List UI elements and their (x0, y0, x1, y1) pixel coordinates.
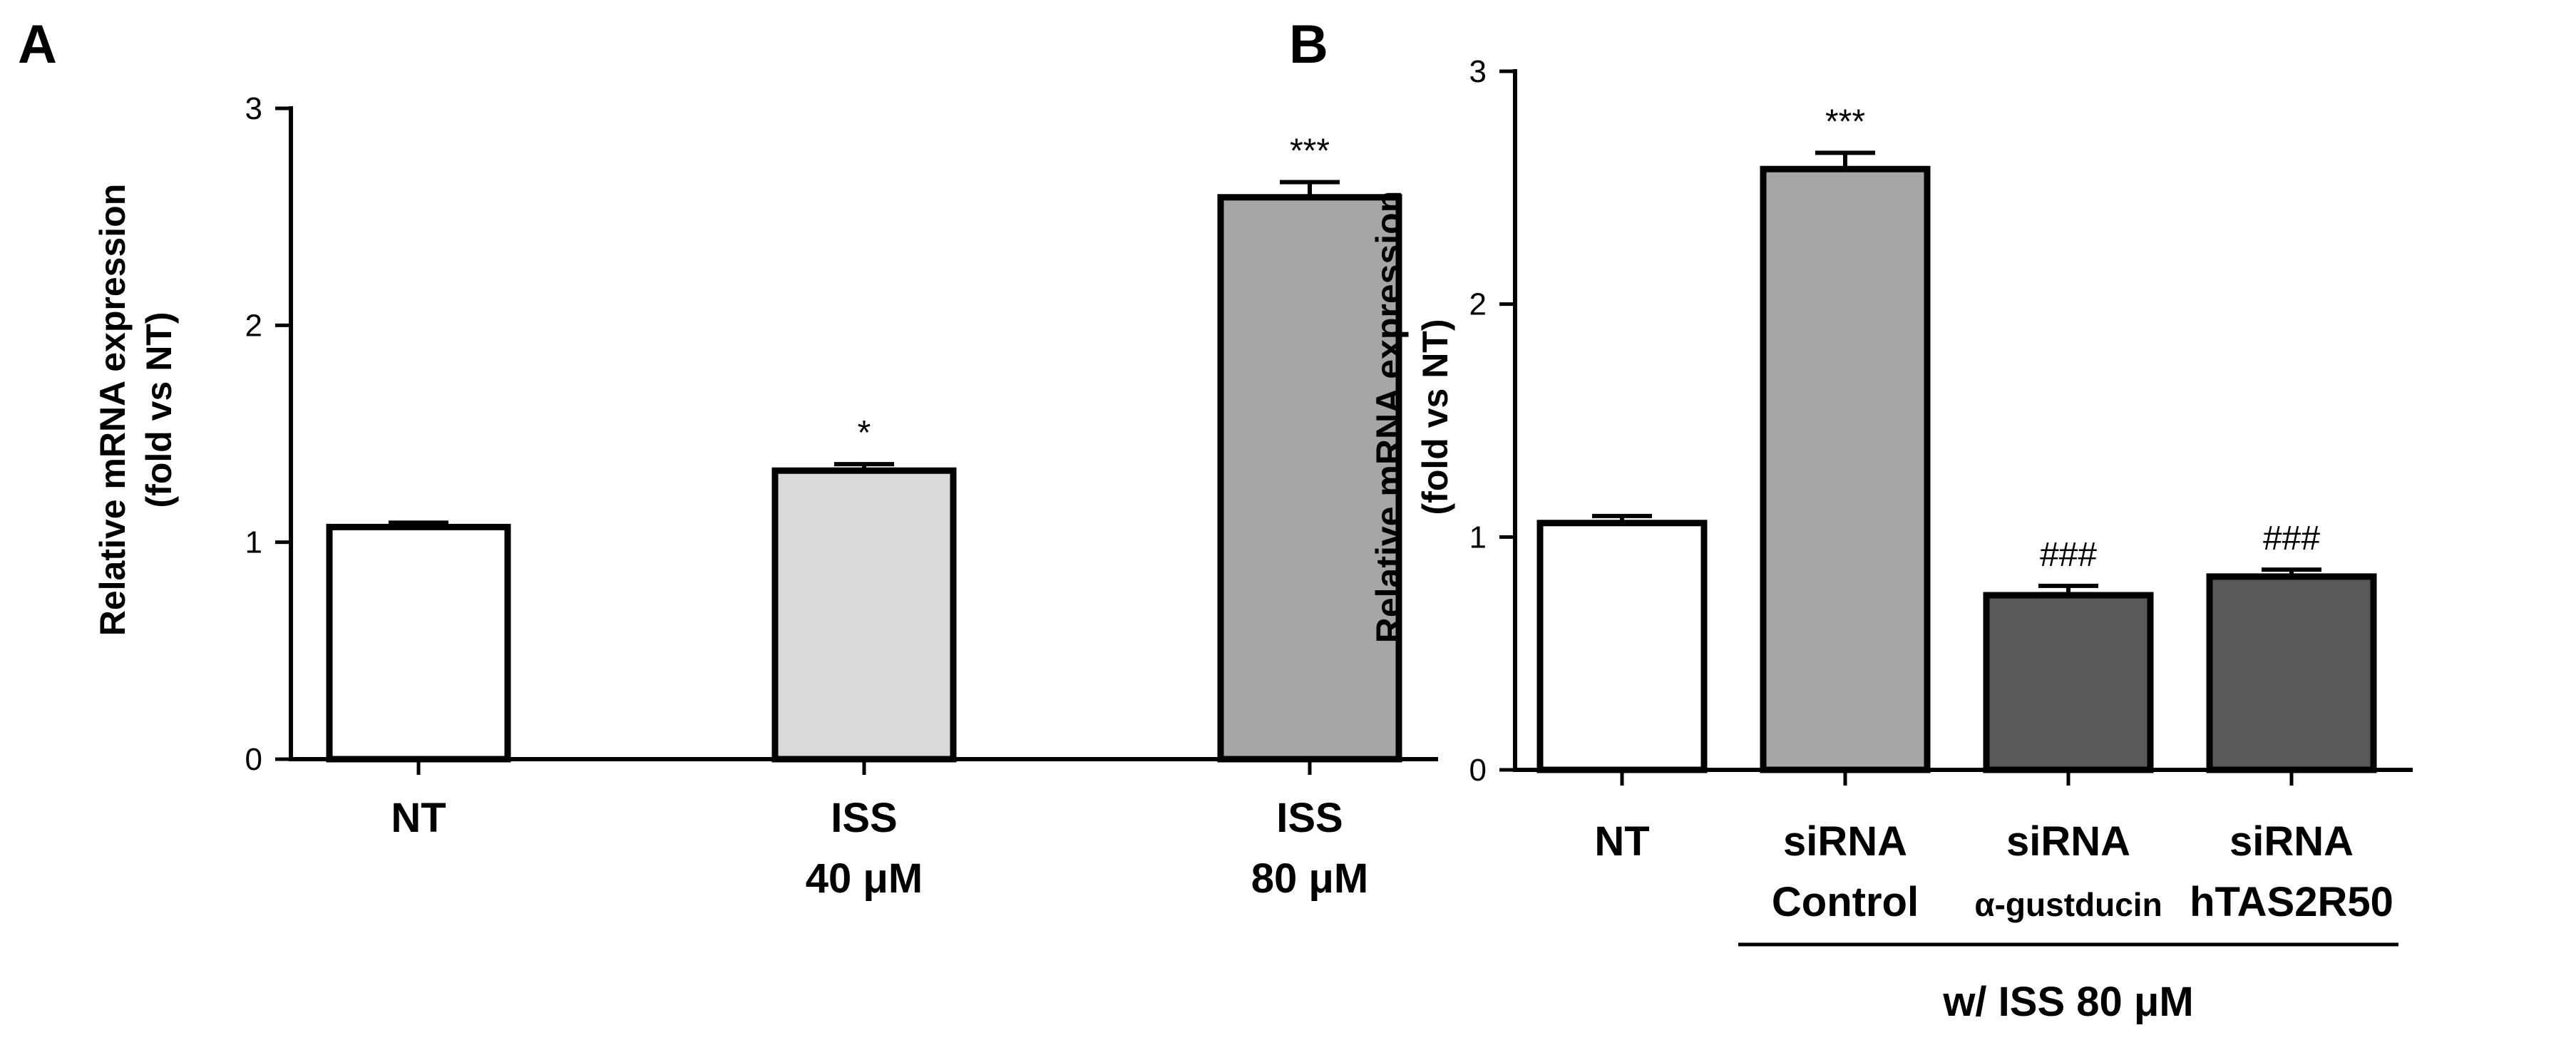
category-label: NT (1594, 818, 1649, 865)
bar (326, 523, 511, 763)
y-tick-label: 2 (245, 308, 262, 343)
category-label: 80 μM (1251, 855, 1368, 902)
bar (1760, 165, 1931, 773)
category-label: NT (391, 795, 446, 841)
category-label: siRNA (2229, 818, 2354, 865)
panel-a-ylabel-line1: Relative mRNA expression (93, 184, 133, 637)
panel-a-label: A (18, 14, 57, 75)
significance-label: ### (2040, 536, 2097, 574)
category-label: α-gustducin (1974, 886, 2162, 923)
bar (2206, 573, 2377, 773)
significance-label: *** (1825, 103, 1865, 140)
panel-b-ylabel-line2: (fold vs NT) (1415, 319, 1455, 515)
significance-label: ### (2263, 520, 2320, 557)
bar (771, 467, 957, 763)
category-label: siRNA (1783, 818, 1907, 865)
category-label: hTAS2R50 (2190, 879, 2393, 925)
category-label: Control (1772, 879, 1919, 925)
panel-a: A Relative mRNA expression (fold vs NT) … (18, 14, 1438, 902)
category-label: ISS (831, 795, 898, 841)
group-label: w/ ISS 80 μM (1942, 979, 2193, 1025)
y-tick-label: 1 (1469, 520, 1487, 555)
y-tick-label: 1 (245, 525, 262, 560)
category-label: siRNA (2006, 818, 2130, 865)
panel-b: B Relative mRNA expression (fold vs NT) … (1289, 14, 2413, 1025)
y-tick-label: 0 (245, 742, 262, 777)
panel-a-ylabel-line2: (fold vs NT) (139, 312, 179, 508)
bar (1536, 520, 1708, 773)
panel-b-ylabel-line1: Relative mRNA expression (1369, 191, 1409, 644)
category-label: ISS (1276, 795, 1343, 841)
y-tick-label: 3 (245, 91, 262, 126)
significance-label: * (858, 414, 871, 452)
category-label: 40 μM (806, 855, 923, 902)
y-tick-label: 2 (1469, 287, 1487, 322)
significance-label: *** (1290, 132, 1330, 170)
bar (1983, 592, 2154, 773)
panel-b-label: B (1289, 14, 1328, 75)
y-tick-label: 0 (1469, 753, 1487, 788)
y-tick-label: 3 (1469, 54, 1487, 89)
